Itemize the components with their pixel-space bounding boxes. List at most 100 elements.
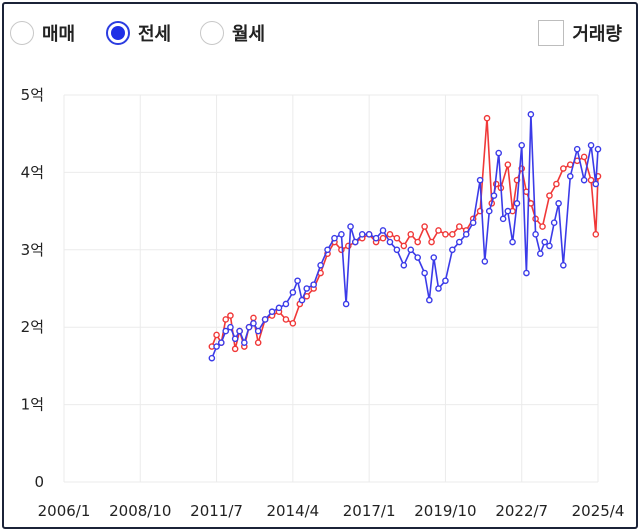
series-2-point xyxy=(386,238,394,246)
volume-checkbox[interactable] xyxy=(538,20,565,46)
series-2-point xyxy=(592,180,600,188)
series-2-point xyxy=(342,300,350,308)
series-2-point xyxy=(365,231,373,238)
series-2-point xyxy=(495,149,502,157)
radio-label-jeonse: 전세 xyxy=(138,24,172,45)
series-2-point xyxy=(254,327,262,335)
series-2-point xyxy=(217,339,225,346)
series-1-point xyxy=(560,165,567,172)
x-tick-label: 2011/7 xyxy=(190,502,243,520)
series-1-point xyxy=(250,314,257,322)
series-1-point xyxy=(254,339,262,346)
series-2-point xyxy=(379,227,387,234)
series-2-point xyxy=(421,269,428,277)
series-2-point xyxy=(594,145,602,153)
series-2-point xyxy=(469,219,477,227)
series-2-point xyxy=(236,327,243,335)
series-2-point xyxy=(268,308,276,316)
series-2-point xyxy=(400,261,408,269)
series-2-point xyxy=(555,200,562,207)
series-2-point xyxy=(208,354,216,362)
series-2-point xyxy=(317,261,324,269)
series-2-point xyxy=(245,323,253,331)
volume-label: 거래량 xyxy=(572,24,622,45)
series-2-point xyxy=(303,285,311,292)
series-2-point xyxy=(250,320,257,327)
radio-option-jeonse[interactable]: 전세 xyxy=(106,16,171,50)
series-2-point xyxy=(372,234,380,242)
series-2-point xyxy=(275,304,283,312)
series-1-point xyxy=(222,316,230,323)
series-1-point xyxy=(227,312,234,319)
y-tick-label: 2억 xyxy=(21,318,44,336)
series-2-point xyxy=(213,343,220,350)
y-tick-label: 4억 xyxy=(21,163,44,181)
radio-option-monthly-rent[interactable]: 월세 xyxy=(200,16,265,50)
series-2-point xyxy=(513,200,521,207)
series-1-point xyxy=(282,316,290,323)
series-1-point xyxy=(483,114,491,122)
series-2-point xyxy=(490,192,498,199)
series-2-point xyxy=(294,277,301,285)
series-2-point xyxy=(261,316,269,323)
radio-label-monthly-rent: 월세 xyxy=(232,24,266,45)
series-2-point xyxy=(499,215,507,223)
series-2-point xyxy=(310,281,317,288)
series-2-point xyxy=(347,223,354,230)
series-2-point xyxy=(455,238,463,246)
radio-option-sale[interactable]: 매매 xyxy=(10,16,75,50)
series-2-point xyxy=(426,296,433,304)
x-tick-label: 2006/1 xyxy=(38,502,91,520)
y-tick-label: 5억 xyxy=(21,86,44,104)
series-2-point xyxy=(430,254,438,261)
x-tick-label: 2022/7 xyxy=(495,502,548,520)
series-1-point xyxy=(428,238,435,246)
series-2-point xyxy=(523,269,530,277)
series-2-point xyxy=(566,172,574,180)
series-1-point xyxy=(539,223,546,230)
radio-button-sale[interactable] xyxy=(10,21,34,45)
series-2-point xyxy=(338,231,345,238)
series-2-point xyxy=(462,231,470,238)
series-2-point xyxy=(393,246,401,254)
series-2-point xyxy=(298,296,306,304)
series-2-point xyxy=(435,285,442,292)
series-1-point xyxy=(546,192,553,199)
series-2-point xyxy=(587,142,595,149)
series-2-point xyxy=(282,300,290,308)
series-2-point xyxy=(331,234,338,242)
series-2-point xyxy=(485,207,493,215)
series-2-line xyxy=(211,113,599,359)
series-1-point xyxy=(442,231,449,238)
x-tick-label: 2008/10 xyxy=(109,502,171,520)
series-2-point xyxy=(241,339,248,346)
series-1-point xyxy=(435,227,442,234)
series-2-point xyxy=(537,250,544,257)
series-2-point xyxy=(541,238,549,246)
series-1-point xyxy=(553,180,560,188)
series-1-point xyxy=(414,238,421,246)
series-2-point xyxy=(222,327,230,335)
series-2-point xyxy=(481,258,489,265)
series-1-point xyxy=(379,234,387,242)
series-2-point xyxy=(449,246,456,254)
volume-toggle[interactable]: 거래량 xyxy=(538,16,622,50)
series-1-point xyxy=(587,176,595,184)
x-tick-label: 2025/4 xyxy=(572,502,625,520)
series-2-point xyxy=(407,246,415,254)
radio-button-jeonse[interactable] xyxy=(106,21,130,45)
series-2-point xyxy=(414,254,421,261)
series-2-point xyxy=(442,277,449,285)
series-1-point xyxy=(455,223,463,230)
x-tick-label: 2019/10 xyxy=(414,502,476,520)
series-2-point xyxy=(227,323,234,331)
series-2-point xyxy=(546,242,553,250)
series-2-point xyxy=(580,176,588,184)
x-tick-label: 2017/1 xyxy=(343,502,396,520)
series-1-point xyxy=(449,231,456,238)
radio-button-monthly-rent[interactable] xyxy=(200,21,224,45)
series-1-point xyxy=(213,331,220,339)
series-1-point xyxy=(592,231,600,238)
series-2-point xyxy=(351,238,359,246)
series-1-point xyxy=(580,153,588,161)
